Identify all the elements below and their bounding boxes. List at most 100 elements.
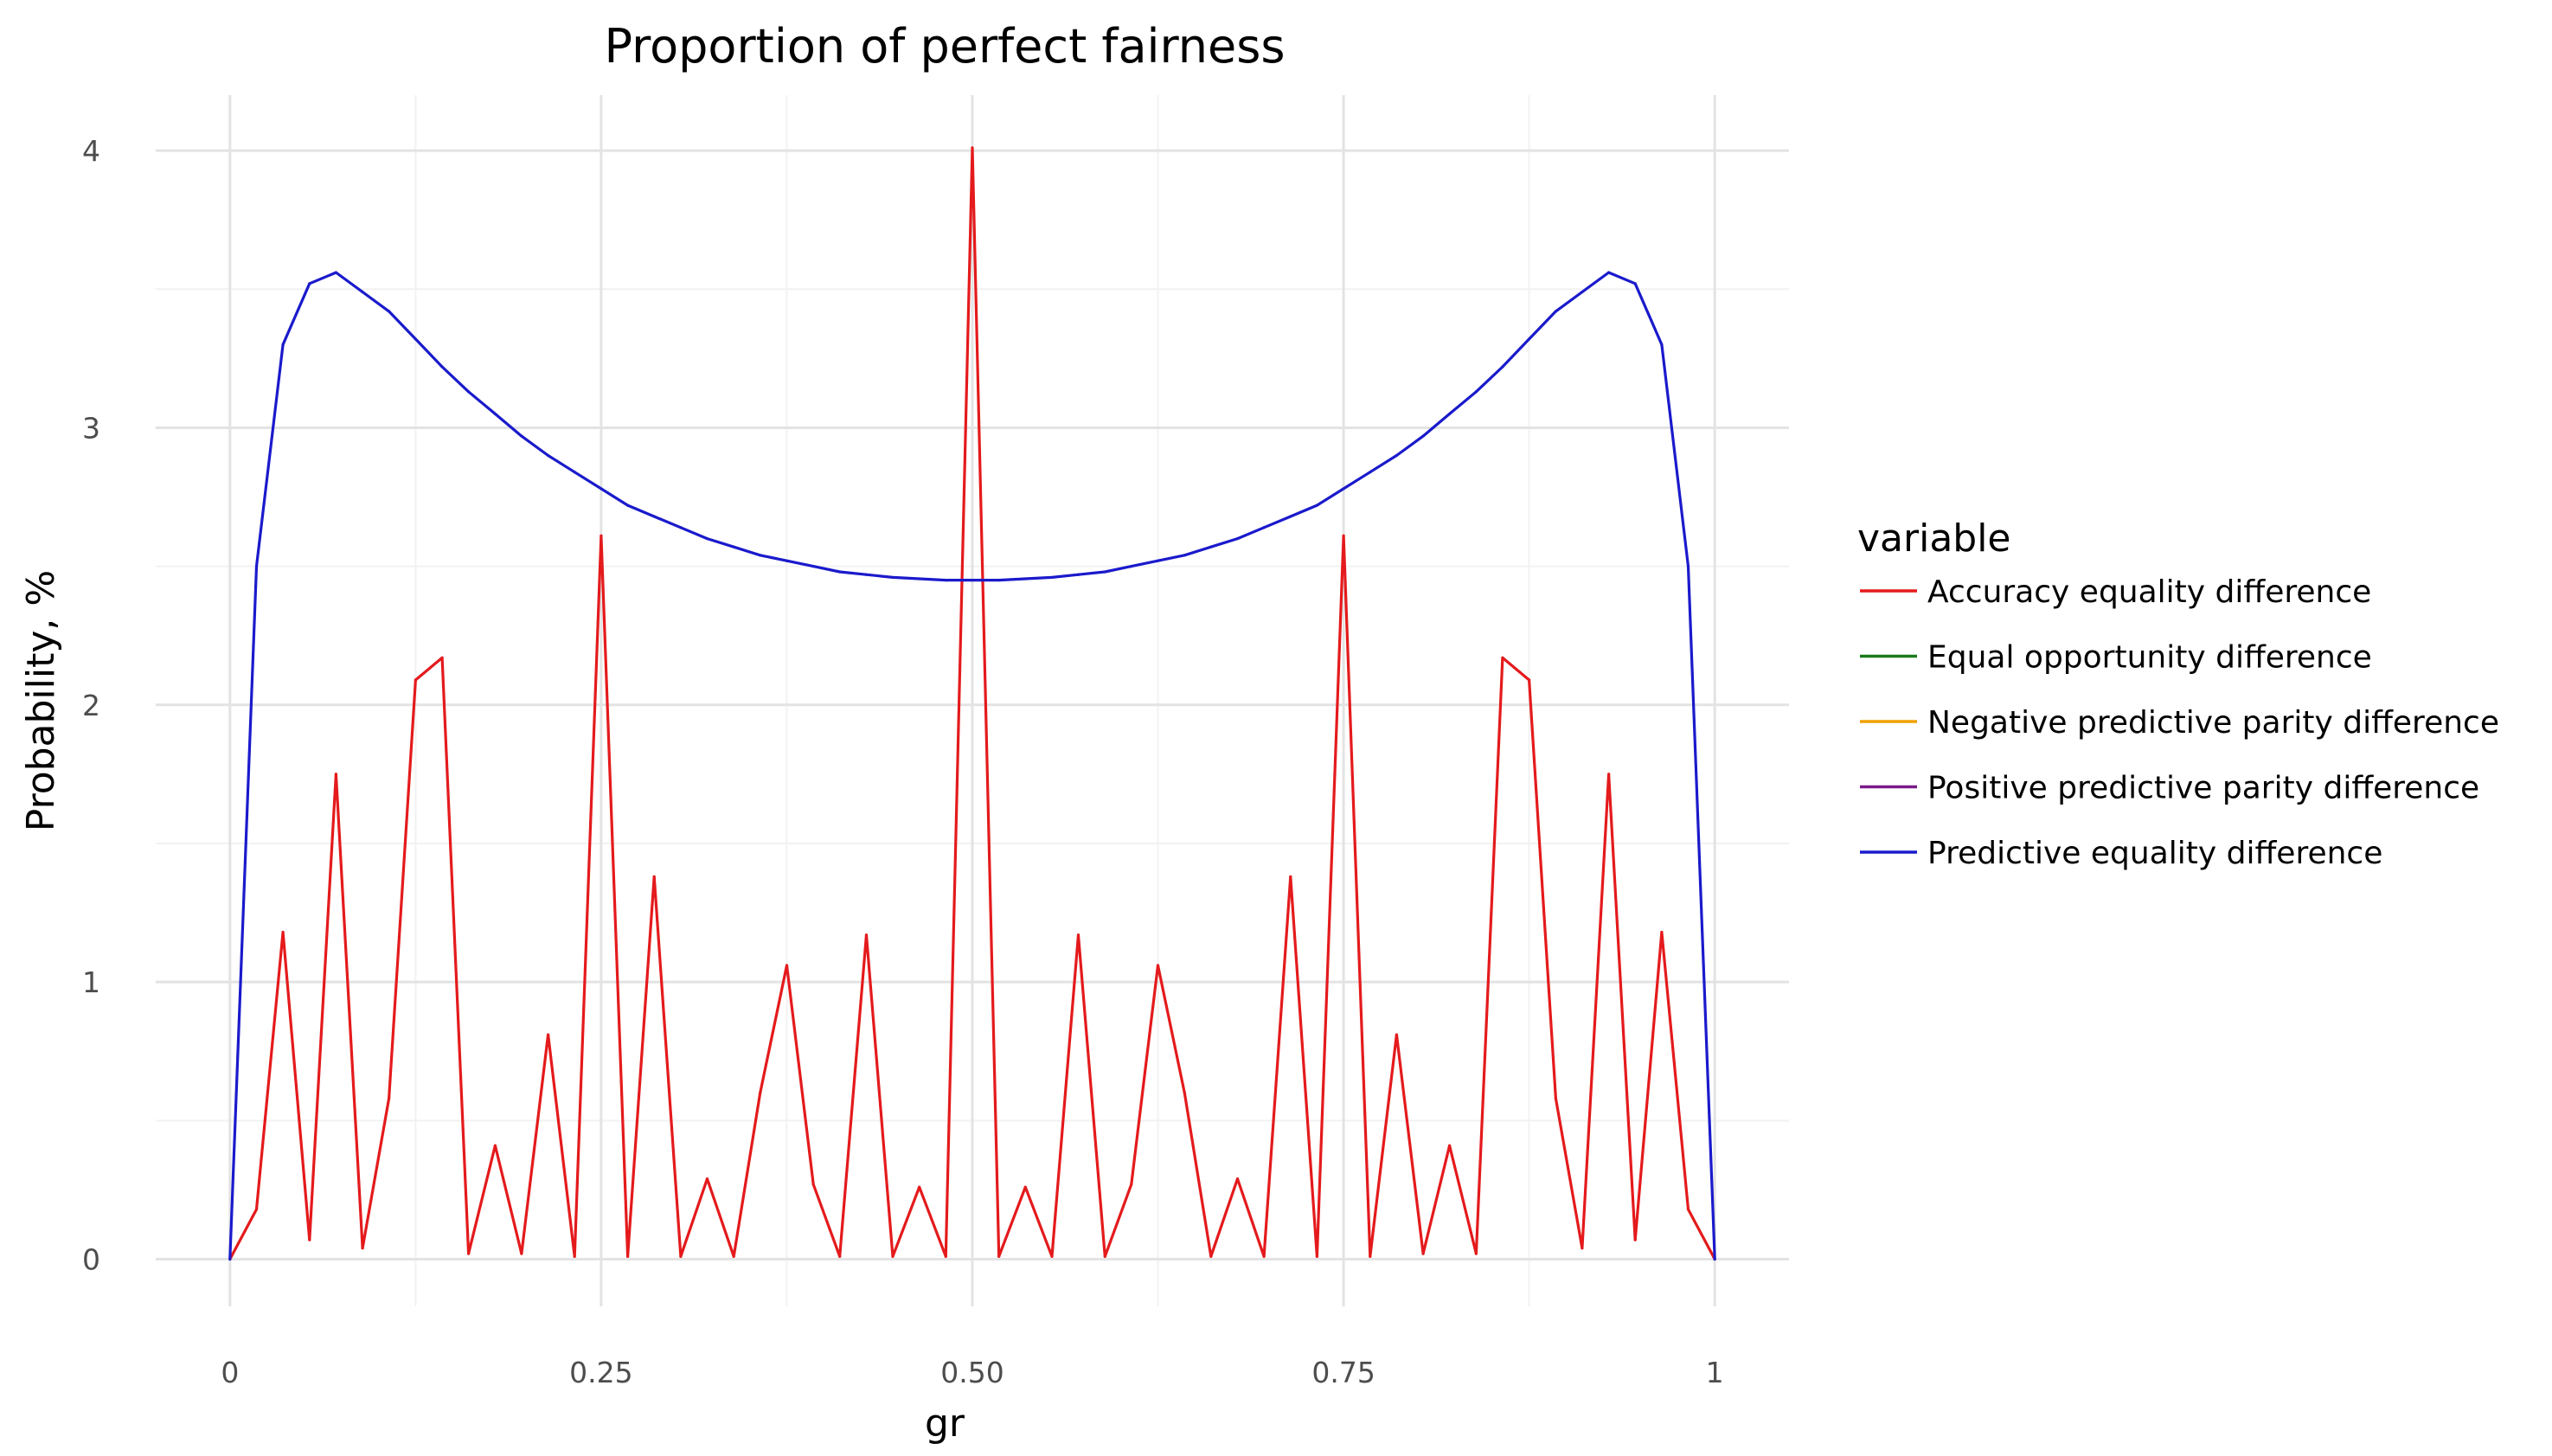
data-point <box>971 146 974 150</box>
data-point <box>1209 1254 1213 1258</box>
data-point <box>1501 365 1504 369</box>
data-point <box>1633 1238 1637 1241</box>
y-tick-label: 3 <box>82 411 100 445</box>
data-point <box>891 575 894 580</box>
data-point <box>1262 1254 1266 1258</box>
data-point <box>1076 573 1080 576</box>
data-point <box>1448 412 1452 416</box>
data-point <box>1369 1254 1372 1258</box>
data-point <box>891 1254 894 1258</box>
data-point <box>1076 933 1080 937</box>
data-point <box>1660 930 1664 934</box>
data-point <box>1448 1144 1452 1147</box>
y-tick-label: 1 <box>82 965 100 999</box>
data-point <box>1607 271 1611 274</box>
x-tick-label: 0.75 <box>1311 1356 1375 1389</box>
data-point <box>1660 343 1664 346</box>
data-point <box>971 579 974 582</box>
data-point <box>228 1257 232 1261</box>
y-axis-title: Probability, % <box>19 570 63 831</box>
data-point <box>1395 1033 1398 1036</box>
data-point <box>864 573 869 576</box>
data-point <box>1342 534 1345 537</box>
data-point <box>838 1254 842 1258</box>
series-lines <box>228 146 1716 1261</box>
data-point <box>493 412 497 416</box>
legend-label: Positive predictive parity difference <box>1927 771 2479 806</box>
data-point <box>626 504 630 507</box>
data-point <box>785 559 789 562</box>
data-point <box>652 515 656 518</box>
data-point <box>1023 577 1027 580</box>
data-point <box>1554 310 1557 313</box>
data-point <box>997 1254 1001 1258</box>
x-tick-label: 0.25 <box>569 1356 632 1389</box>
legend: variable Accuracy equality difference Equ… <box>1857 516 2499 871</box>
data-point <box>1050 575 1054 580</box>
data-point <box>1554 1097 1557 1100</box>
y-tick-label: 4 <box>82 134 100 168</box>
data-point <box>361 290 364 294</box>
data-point <box>308 1238 311 1241</box>
data-point <box>1713 1257 1716 1261</box>
data-point <box>1023 1185 1027 1189</box>
data-point <box>254 1208 259 1211</box>
data-point <box>732 545 735 548</box>
data-point <box>1130 1183 1133 1186</box>
data-point <box>1607 773 1611 776</box>
data-point <box>1183 1091 1186 1094</box>
legend-item: Negative predictive parity difference <box>1860 705 2499 741</box>
data-point <box>1342 487 1345 491</box>
data-point <box>759 1091 762 1094</box>
data-point <box>573 1254 576 1258</box>
data-point <box>600 534 603 537</box>
chart-title: Proportion of perfect fairness <box>604 19 1285 74</box>
data-point <box>1501 656 1504 659</box>
legend-item: Accuracy equality difference <box>1860 574 2371 610</box>
data-point <box>626 1254 630 1258</box>
x-tick-label: 1 <box>1706 1356 1724 1389</box>
legend-label: Accuracy equality difference <box>1927 574 2371 610</box>
data-point <box>1050 1254 1054 1258</box>
data-point <box>1209 545 1213 548</box>
data-point <box>811 565 815 568</box>
data-point <box>414 678 417 682</box>
data-point <box>1289 875 1292 879</box>
data-point <box>1581 1247 1584 1250</box>
data-point <box>467 390 471 394</box>
legend-item: Predictive equality difference <box>1860 836 2382 871</box>
data-point <box>1421 434 1425 438</box>
data-point <box>785 964 789 967</box>
data-point <box>600 487 603 491</box>
data-point <box>1289 515 1292 518</box>
series-group <box>228 146 1716 1261</box>
data-point <box>1633 282 1637 285</box>
x-tick-label: 0 <box>221 1356 239 1389</box>
data-point <box>705 536 709 541</box>
data-point <box>1421 1252 1425 1255</box>
data-point <box>918 577 921 580</box>
data-point <box>440 365 444 369</box>
data-point <box>1369 471 1372 474</box>
data-point <box>705 1177 709 1181</box>
data-point <box>1315 504 1318 507</box>
data-point <box>838 570 842 574</box>
legend-item: Positive predictive parity difference <box>1860 771 2479 806</box>
data-point <box>1474 390 1478 394</box>
data-point <box>388 1097 391 1100</box>
legend-label: Predictive equality difference <box>1927 836 2382 871</box>
data-point <box>918 1185 921 1189</box>
data-point <box>361 1247 364 1250</box>
major-gridlines <box>156 95 1789 1306</box>
data-point <box>520 434 523 438</box>
data-point <box>467 1252 471 1255</box>
data-point <box>1686 565 1690 568</box>
legend-item: Equal opportunity difference <box>1860 640 2372 676</box>
data-point <box>440 656 444 659</box>
data-point <box>1395 453 1398 458</box>
data-point <box>1581 290 1584 294</box>
data-point <box>679 526 683 529</box>
data-point <box>281 930 285 934</box>
